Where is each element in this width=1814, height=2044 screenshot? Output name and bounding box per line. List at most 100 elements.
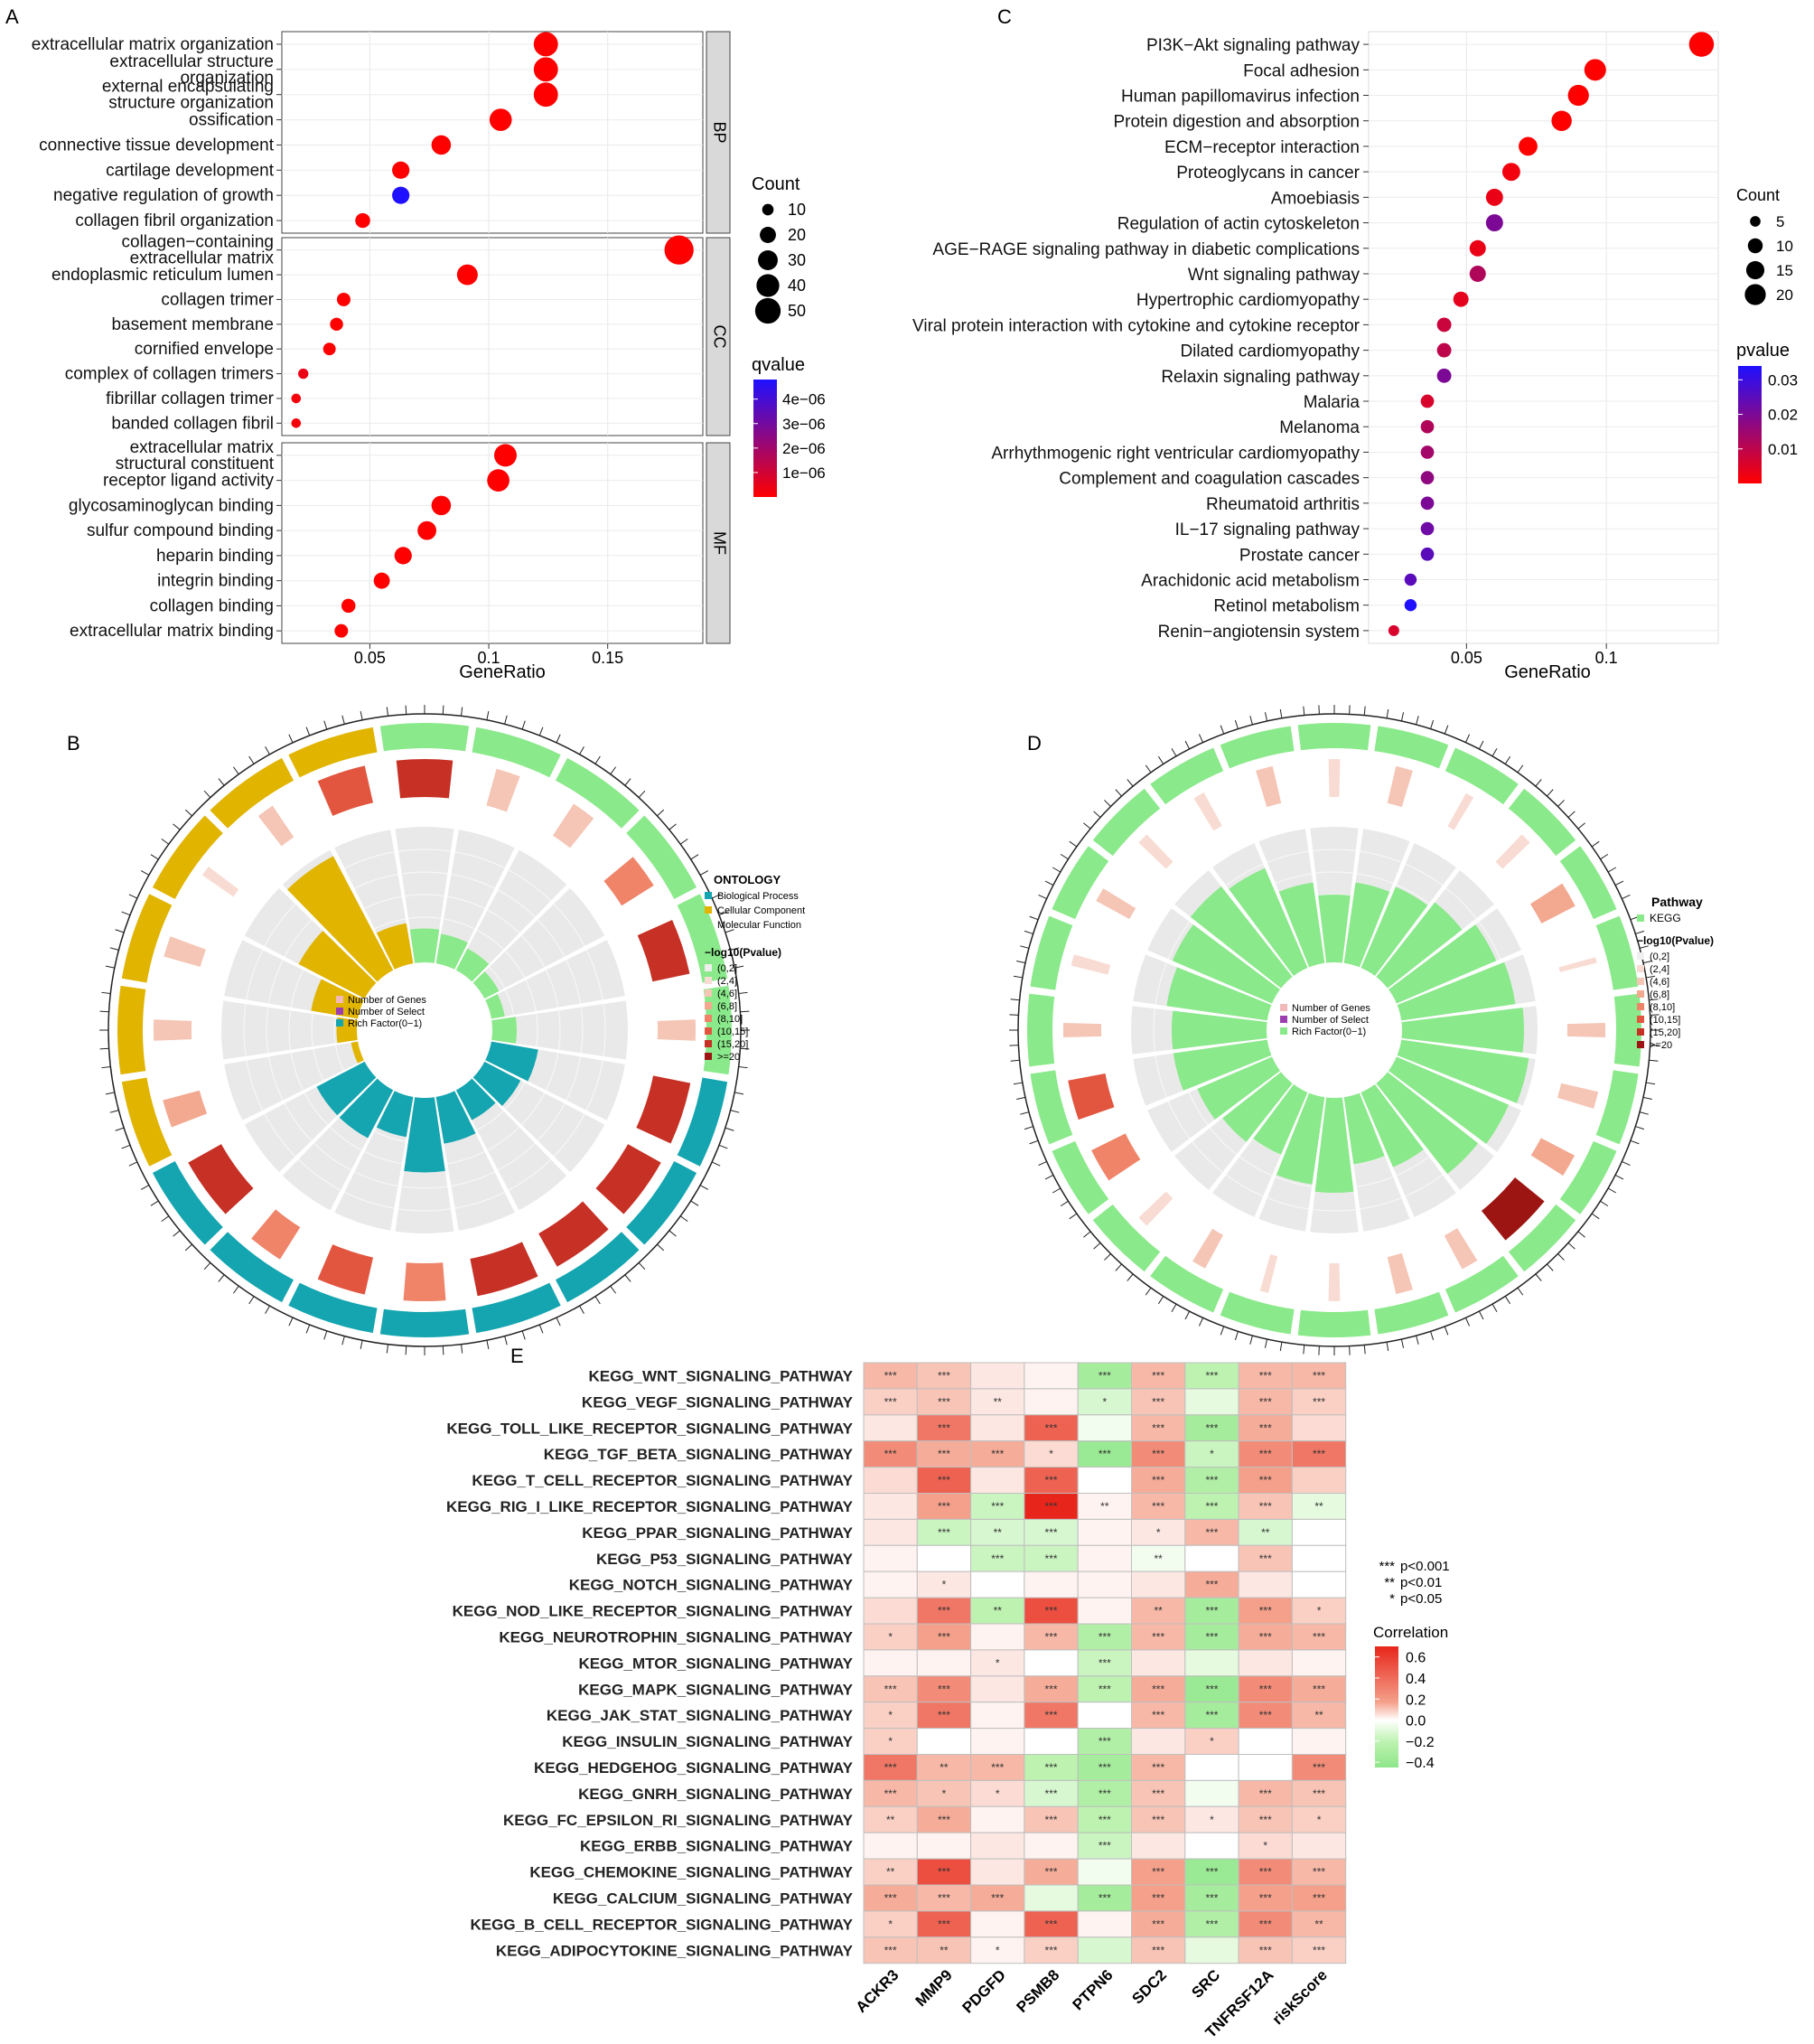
heatmap-cell xyxy=(970,1414,1025,1442)
heatmap-cell xyxy=(1077,1544,1132,1572)
outer-tick xyxy=(1029,915,1039,921)
panel-label-d: D xyxy=(1027,732,1042,755)
term-label: endoplasmic reticulum lumen xyxy=(51,266,274,285)
heatmap-row-label: KEGG_NOD_LIKE_RECEPTOR_SIGNALING_PATHWAY xyxy=(453,1603,854,1620)
pvalue-scale-swatch xyxy=(1637,978,1644,985)
term-label: fibrillar collagen trimer xyxy=(106,389,275,408)
outer-tick xyxy=(1083,1231,1091,1238)
heatmap-cell xyxy=(916,1858,972,1886)
rich-factor-gridline xyxy=(566,960,582,1004)
pathway-legend-label: KEGG xyxy=(1650,912,1681,924)
outer-tick xyxy=(538,1324,544,1334)
term-label: complex of collagen trimers xyxy=(65,365,274,384)
term-segment xyxy=(1030,1070,1073,1145)
rich-factor-bar xyxy=(1343,882,1390,968)
outer-tick xyxy=(725,929,734,933)
significance-mark: *** xyxy=(938,1630,950,1643)
outer-tick xyxy=(1363,706,1366,716)
significance-mark: *** xyxy=(1205,1474,1218,1486)
outer-tick xyxy=(1639,945,1649,949)
outer-tick xyxy=(1279,708,1283,718)
heatmap-cell xyxy=(1238,1754,1293,1781)
outer-tick xyxy=(1127,779,1134,787)
rich-factor-bar xyxy=(1166,967,1272,1021)
gene-count-bar xyxy=(552,803,594,849)
significance-mark: *** xyxy=(938,1526,950,1539)
significance-mark: ** xyxy=(940,1761,949,1774)
term-segment xyxy=(288,1282,378,1334)
center-legend-label: Number of Genes xyxy=(348,995,426,1006)
significance-mark: * xyxy=(1049,1448,1053,1460)
facet-strip-bp xyxy=(706,31,731,234)
outer-tick xyxy=(1363,1345,1366,1355)
gene-count-bar xyxy=(1529,883,1576,924)
outer-tick xyxy=(1639,1111,1649,1115)
significance-mark: ** xyxy=(994,1605,1003,1617)
outer-tick xyxy=(1444,1326,1449,1336)
heatmap-cell xyxy=(863,1597,918,1625)
heatmap-cell xyxy=(1238,1623,1293,1651)
go-count-legend-title: Count xyxy=(752,174,800,194)
significance-mark: *** xyxy=(1259,1552,1272,1565)
kegg-point xyxy=(1436,342,1452,358)
x-tick-label: 0.1 xyxy=(1595,649,1618,667)
kegg-point xyxy=(1404,573,1417,586)
outer-tick xyxy=(718,911,728,916)
go-dotplot-term-labels: extracellular matrix organizationextrace… xyxy=(32,35,275,641)
significance-mark: ** xyxy=(1261,1526,1270,1539)
rich-factor-gridline xyxy=(545,1053,559,1091)
term-segment xyxy=(1052,1140,1109,1214)
center-legend-swatch xyxy=(1280,1027,1287,1035)
heatmap-cell xyxy=(1024,1702,1079,1730)
heatmap-cell xyxy=(1291,1362,1347,1390)
significance-mark: *** xyxy=(1205,1605,1218,1617)
outer-tick xyxy=(115,929,125,933)
significance-mark: *** xyxy=(1313,1683,1325,1695)
outer-tick xyxy=(669,823,677,830)
rich-factor-gridline xyxy=(333,1017,336,1044)
term-label: ossification xyxy=(189,111,274,130)
correlation-legend-label: 0.4 xyxy=(1406,1672,1426,1687)
rich-factor-gridline xyxy=(447,1150,485,1165)
significance-mark: * xyxy=(1210,1735,1214,1748)
center-legend-swatch xyxy=(1280,1004,1287,1011)
go-point xyxy=(355,212,370,229)
heatmap-cell xyxy=(1131,1571,1186,1599)
rich-factor-gridline xyxy=(489,966,506,989)
pathway-label: PI3K−Akt signaling pathway xyxy=(1146,36,1360,55)
go-point xyxy=(493,444,517,467)
outer-tick xyxy=(1491,747,1498,757)
pathway-label: ECM−receptor interaction xyxy=(1164,138,1360,157)
term-segment xyxy=(1297,1309,1371,1337)
outer-tick xyxy=(173,1230,181,1237)
outer-tick xyxy=(504,715,508,725)
ontology-legend-swatch xyxy=(705,921,712,928)
heatmap-cell xyxy=(1291,1544,1347,1572)
significance-mark: *** xyxy=(1205,1369,1218,1382)
outer-tick xyxy=(521,1330,526,1340)
pathway-label: Relaxin signaling pathway xyxy=(1161,368,1360,387)
significance-mark: *** xyxy=(1152,1421,1164,1434)
rich-factor-gridline xyxy=(364,1150,402,1165)
rich-factor-bar xyxy=(1376,1072,1479,1175)
count-legend-label: 10 xyxy=(788,201,806,219)
significance-mark: *** xyxy=(1152,1866,1164,1879)
rich-factor-gridline xyxy=(585,950,603,1000)
heatmap-row-label: KEGG_VEGF_SIGNALING_PATHWAY xyxy=(582,1393,854,1411)
center-legend-label: Rich Factor(0−1) xyxy=(1292,1027,1366,1037)
rich-factor-gridline xyxy=(603,1003,606,1057)
rich-factor-gridline xyxy=(1239,1156,1273,1177)
rich-factor-gridline xyxy=(354,873,398,889)
rich-factor-gridline xyxy=(1405,1174,1444,1197)
rich-factor-bar xyxy=(409,928,440,963)
rich-factor-bar xyxy=(1276,1092,1325,1185)
significance-mark: *** xyxy=(1099,1656,1111,1669)
heatmap-cell xyxy=(1238,1728,1293,1755)
outer-tick xyxy=(1010,1059,1020,1062)
go-point xyxy=(533,82,558,108)
significance-mark: *** xyxy=(1099,1814,1111,1826)
heatmap-cell xyxy=(1291,1936,1347,1964)
outer-tick xyxy=(738,1066,748,1069)
heatmap-column-label: PSMB8 xyxy=(1014,1966,1063,2016)
rich-factor-bar xyxy=(1222,1072,1293,1142)
